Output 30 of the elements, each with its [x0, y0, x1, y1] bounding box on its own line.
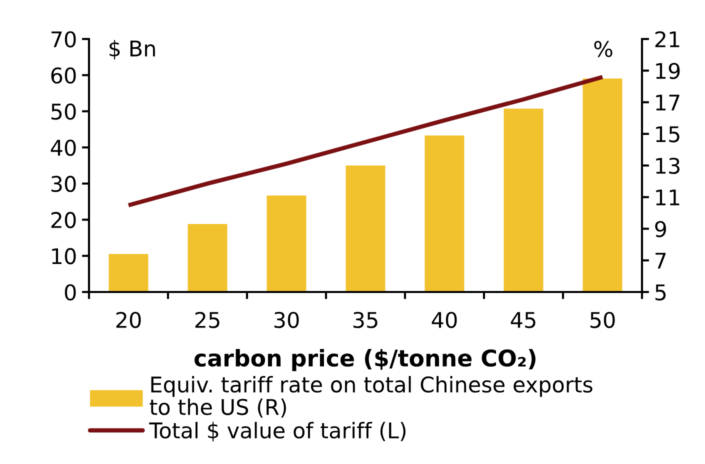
line-series	[126, 74, 605, 208]
y2-axis-title: %	[594, 40, 612, 58]
y2-tick-label: 5	[655, 284, 666, 300]
x-tick-label: 20	[116, 312, 141, 328]
y-tick-label: 0	[64, 284, 76, 300]
y-tick-label: 50	[51, 103, 76, 120]
x-tick-label: 45	[510, 312, 536, 328]
x-tick-label: 35	[353, 312, 378, 328]
y-tick-label: 30	[51, 176, 76, 192]
y2-tick-label: 19	[656, 62, 680, 80]
x-tick-label: 40	[432, 312, 457, 328]
y-tick-label: 20	[51, 212, 76, 228]
y-axis-title: $ Bn	[110, 40, 155, 60]
x-tick-label: 30	[274, 312, 299, 328]
legend-label: Total $ value of tariff (L)	[149, 422, 406, 442]
y2-tick-label: 15	[656, 126, 680, 142]
x-tick-label: 25	[195, 312, 220, 328]
y-tick-label: 70	[52, 31, 76, 48]
x-axis-title: carbon price ($/tonne CO₂)	[194, 348, 536, 372]
y-tick-label: 10	[52, 248, 76, 264]
x-tick-label: 50	[590, 312, 615, 328]
legend-label: Equiv. tariff rate on total Chinese exports to the US (R)	[150, 376, 592, 418]
y2-tick-label: 9	[655, 220, 666, 238]
y2-tick-label: 13	[656, 158, 680, 174]
y2-tick-label: 17	[656, 94, 680, 110]
y-tick-label: 60	[51, 67, 76, 84]
y-tick-label: 40	[50, 140, 76, 156]
y2-tick-label: 11	[656, 190, 680, 206]
y2-tick-label: 21	[655, 31, 680, 48]
y2-tick-label: 7	[656, 252, 666, 269]
